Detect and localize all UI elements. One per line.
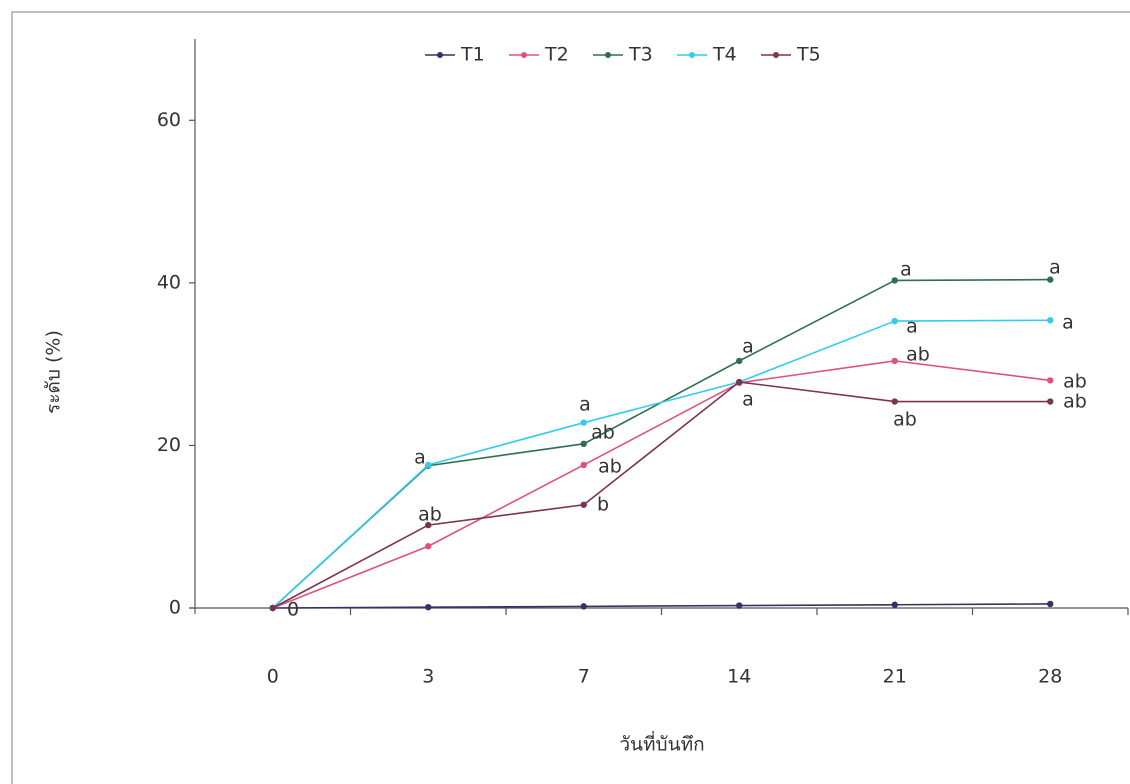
legend-label: T3 bbox=[628, 44, 653, 66]
legend-label: T5 bbox=[796, 44, 821, 66]
series-line bbox=[272, 381, 1051, 609]
annotation: a bbox=[1049, 257, 1061, 279]
series-line bbox=[272, 360, 1051, 609]
data-point bbox=[891, 317, 898, 325]
x-tick-label: 3 bbox=[422, 666, 434, 688]
annotation: a bbox=[579, 394, 591, 416]
data-point bbox=[1047, 317, 1054, 324]
data-point bbox=[269, 604, 276, 612]
legend-marker bbox=[773, 52, 779, 58]
data-point bbox=[425, 521, 432, 529]
data-point bbox=[891, 601, 898, 608]
data-point bbox=[736, 602, 743, 609]
data-point bbox=[1047, 276, 1054, 283]
annotation: ab bbox=[591, 422, 615, 444]
legend-label: T2 bbox=[544, 44, 569, 66]
annotation: a bbox=[1062, 312, 1074, 334]
annotation: 0 bbox=[287, 599, 299, 621]
legend-label: T4 bbox=[712, 44, 737, 66]
annotation: ab bbox=[1063, 391, 1087, 413]
x-axis-label: วันที่บันทึก bbox=[619, 731, 704, 756]
x-tick-label: 14 bbox=[727, 666, 751, 688]
y-tick-label: 40 bbox=[157, 271, 181, 293]
data-point bbox=[891, 398, 898, 405]
chart-frame bbox=[11, 11, 1130, 784]
data-point bbox=[425, 543, 432, 550]
annotation: ab bbox=[906, 344, 930, 366]
annotation: a bbox=[900, 259, 912, 281]
data-point bbox=[425, 603, 432, 611]
x-tick-label: 21 bbox=[883, 666, 907, 688]
y-tick-label: 60 bbox=[157, 109, 181, 131]
y-tick-label: 20 bbox=[157, 434, 181, 456]
data-point bbox=[425, 461, 432, 469]
legend-marker bbox=[437, 52, 443, 58]
y-axis-label: ระดับ (%) bbox=[43, 330, 65, 414]
legend-marker bbox=[521, 52, 527, 58]
data-point bbox=[1047, 398, 1054, 405]
data-point bbox=[736, 378, 743, 386]
annotation: b bbox=[597, 494, 609, 516]
series-line bbox=[272, 319, 1051, 609]
legend-label: T1 bbox=[460, 44, 485, 66]
annotation: a bbox=[742, 336, 754, 358]
annotation: ab bbox=[1063, 371, 1087, 393]
data-point bbox=[580, 419, 587, 426]
annotation: a bbox=[414, 447, 426, 469]
data-point bbox=[891, 277, 898, 284]
legend-marker bbox=[605, 52, 611, 58]
data-point bbox=[736, 357, 743, 365]
annotation: a bbox=[742, 389, 754, 411]
y-tick-label: 0 bbox=[169, 597, 181, 619]
x-tick-label: 0 bbox=[267, 666, 279, 688]
x-tick-label: 7 bbox=[578, 666, 590, 688]
data-point bbox=[580, 603, 587, 610]
annotation: ab bbox=[418, 504, 442, 526]
data-point bbox=[1047, 600, 1054, 608]
data-point bbox=[1047, 377, 1054, 384]
series-line bbox=[272, 603, 1051, 609]
annotation: ab bbox=[598, 456, 622, 478]
legend-marker bbox=[689, 52, 695, 58]
data-point bbox=[580, 440, 587, 448]
annotation: ab bbox=[893, 409, 917, 431]
x-tick-label: 28 bbox=[1038, 666, 1062, 688]
data-point bbox=[580, 501, 587, 508]
data-point bbox=[891, 357, 898, 365]
annotation: a bbox=[906, 316, 918, 338]
data-point bbox=[580, 461, 587, 469]
